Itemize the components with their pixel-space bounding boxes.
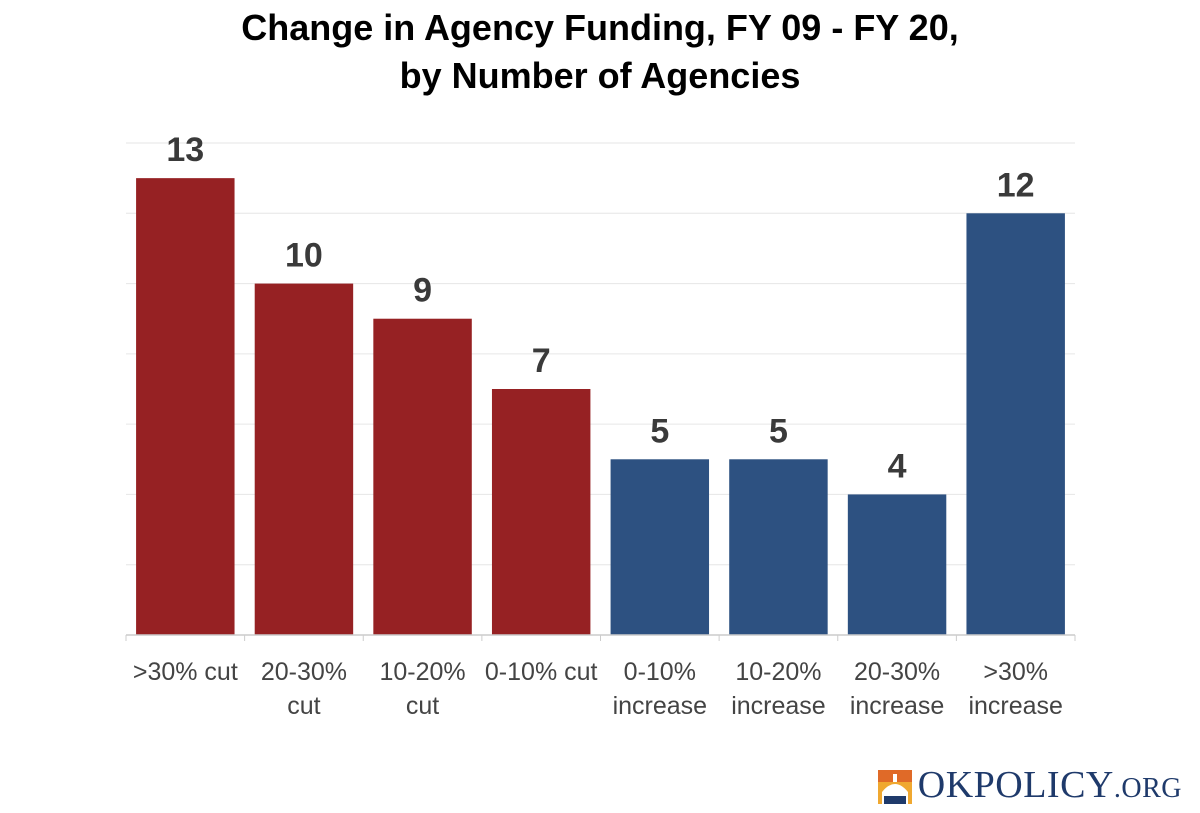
bar-value-label-5: 5 xyxy=(769,412,788,450)
bar-value-label-1: 10 xyxy=(285,237,323,275)
data-labels: 13 10 9 7 5 5 4 12 xyxy=(166,131,1034,485)
bar-2 xyxy=(373,318,472,635)
bar-4 xyxy=(610,459,710,635)
bar-value-label-3: 7 xyxy=(532,342,551,380)
x-tick-label-7: >30% increase xyxy=(968,658,1063,720)
bar-value-label-6: 4 xyxy=(888,447,907,485)
bar-6 xyxy=(847,494,947,635)
chart-title-line-2: by Number of Agencies xyxy=(399,55,801,96)
x-tick-label-5: 10-20% increase xyxy=(731,658,826,720)
x-tick-label-0: >30% cut xyxy=(133,658,238,686)
x-tick-label-3: 0-10% cut xyxy=(485,658,598,686)
chart-title-line-1: Change in Agency Funding, FY 09 - FY 20, xyxy=(241,7,959,48)
bar-7 xyxy=(966,213,1065,636)
logo-text-main: OKPOLICY xyxy=(917,764,1114,806)
bar-3 xyxy=(491,389,591,635)
x-tick-label-2: 10-20% cut xyxy=(379,658,465,720)
x-tick-label-1: 20-30% cut xyxy=(261,658,347,720)
x-tick-label-4: 0-10% increase xyxy=(613,658,708,720)
bar-value-label-2: 9 xyxy=(413,272,432,310)
bar-0 xyxy=(136,178,235,635)
bar-5 xyxy=(729,459,828,635)
bar-value-label-4: 5 xyxy=(650,412,669,450)
chart-title: Change in Agency Funding, FY 09 - FY 20,… xyxy=(0,4,1200,100)
x-tick-labels: >30% cut 20-30% cut 10-20% cut 0-10% cut 0-10%… xyxy=(125,635,1076,720)
capitol-dome-icon xyxy=(877,770,912,804)
bar-1 xyxy=(254,283,354,635)
okpolicy-logo: OKPOLICY.ORG xyxy=(877,764,1182,807)
bar-value-label-0: 13 xyxy=(166,131,204,169)
logo-text-suffix: .ORG xyxy=(1113,773,1182,804)
x-tick-label-6: 20-30% increase xyxy=(850,658,945,720)
bar-value-label-7: 12 xyxy=(997,166,1035,204)
bars xyxy=(136,178,1065,636)
